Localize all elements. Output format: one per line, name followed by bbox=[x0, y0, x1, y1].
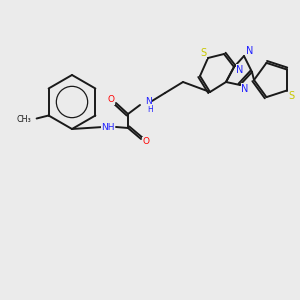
Text: NH: NH bbox=[101, 122, 115, 131]
Text: S: S bbox=[200, 48, 206, 58]
Text: H: H bbox=[147, 106, 153, 115]
Text: CH₃: CH₃ bbox=[17, 115, 32, 124]
Text: S: S bbox=[289, 91, 295, 100]
Text: N: N bbox=[236, 65, 244, 75]
Text: O: O bbox=[142, 137, 149, 146]
Text: N: N bbox=[145, 97, 152, 106]
Text: N: N bbox=[241, 84, 249, 94]
Text: N: N bbox=[246, 46, 254, 56]
Text: O: O bbox=[107, 95, 115, 104]
